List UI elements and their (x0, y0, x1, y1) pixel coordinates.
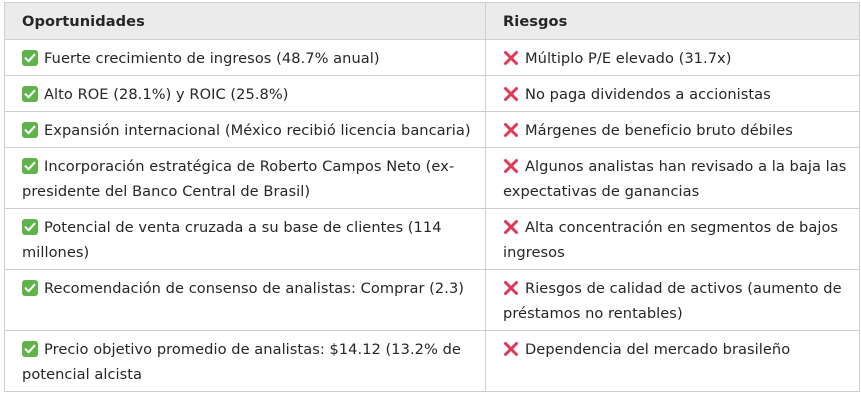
check-mark-button-icon (22, 122, 38, 138)
table-row: Alto ROE (28.1%) y ROIC (25.8%) No paga … (4, 75, 860, 112)
risk-cell: No paga dividendos a accionistas (485, 75, 860, 112)
opportunities-risks-table: Oportunidades Riesgos Fuerte crecimiento… (4, 2, 860, 392)
table-row: Fuerte crecimiento de ingresos (48.7% an… (4, 39, 860, 76)
risk-cell: Riesgos de calidad de activos (aumento d… (485, 269, 860, 331)
risk-text: Algunos analistas han revisado a la baja… (503, 158, 847, 200)
opportunity-text: Precio objetivo promedio de analistas: $… (22, 341, 461, 383)
risk-text: Múltiplo P/E elevado (31.7x) (525, 50, 732, 67)
cross-mark-icon (503, 341, 519, 357)
risks-column-header: Riesgos (485, 2, 860, 40)
opportunity-cell: Precio objetivo promedio de analistas: $… (4, 330, 486, 392)
check-mark-button-icon (22, 219, 38, 235)
check-mark-button-icon (22, 158, 38, 174)
opportunity-text: Expansión internacional (México recibió … (44, 122, 471, 139)
risk-cell: Múltiplo P/E elevado (31.7x) (485, 39, 860, 76)
table-header-row: Oportunidades Riesgos (4, 2, 860, 40)
opportunity-text: Alto ROE (28.1%) y ROIC (25.8%) (44, 86, 289, 103)
risk-text: Márgenes de beneficio bruto débiles (525, 122, 793, 139)
check-mark-button-icon (22, 86, 38, 102)
risk-cell: Márgenes de beneficio bruto débiles (485, 111, 860, 148)
risk-cell: Algunos analistas han revisado a la baja… (485, 147, 860, 209)
table-row: Incorporación estratégica de Roberto Cam… (4, 147, 860, 209)
opportunity-text: Incorporación estratégica de Roberto Cam… (22, 158, 455, 200)
table-row: Precio objetivo promedio de analistas: $… (4, 330, 860, 392)
risk-cell: Dependencia del mercado brasileño (485, 330, 860, 392)
opportunity-cell: Expansión internacional (México recibió … (4, 111, 486, 148)
table-row: Potencial de venta cruzada a su base de … (4, 208, 860, 270)
opportunity-cell: Recomendación de consenso de analistas: … (4, 269, 486, 331)
cross-mark-icon (503, 219, 519, 235)
opportunity-text: Recomendación de consenso de analistas: … (44, 280, 465, 297)
opportunities-column-header: Oportunidades (4, 2, 486, 40)
opportunity-cell: Potencial de venta cruzada a su base de … (4, 208, 486, 270)
check-mark-button-icon (22, 280, 38, 296)
risk-text: Dependencia del mercado brasileño (525, 341, 791, 358)
risk-cell: Alta concentración en segmentos de bajos… (485, 208, 860, 270)
cross-mark-icon (503, 280, 519, 296)
cross-mark-icon (503, 158, 519, 174)
risk-text: Alta concentración en segmentos de bajos… (503, 219, 839, 261)
cross-mark-icon (503, 50, 519, 66)
table-row: Expansión internacional (México recibió … (4, 111, 860, 148)
cross-mark-icon (503, 86, 519, 102)
risk-text: No paga dividendos a accionistas (525, 86, 771, 103)
check-mark-button-icon (22, 50, 38, 66)
opportunity-cell: Fuerte crecimiento de ingresos (48.7% an… (4, 39, 486, 76)
check-mark-button-icon (22, 341, 38, 357)
opportunity-text: Potencial de venta cruzada a su base de … (22, 219, 442, 261)
risk-text: Riesgos de calidad de activos (aumento d… (503, 280, 842, 322)
cross-mark-icon (503, 122, 519, 138)
opportunities-risks-table-container: Oportunidades Riesgos Fuerte crecimiento… (4, 2, 860, 392)
table-row: Recomendación de consenso de analistas: … (4, 269, 860, 331)
opportunity-cell: Alto ROE (28.1%) y ROIC (25.8%) (4, 75, 486, 112)
opportunity-cell: Incorporación estratégica de Roberto Cam… (4, 147, 486, 209)
opportunity-text: Fuerte crecimiento de ingresos (48.7% an… (44, 50, 380, 67)
